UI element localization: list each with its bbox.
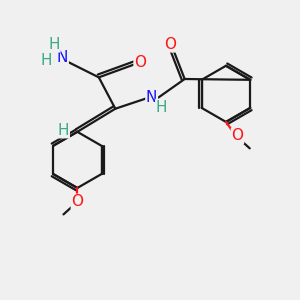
Text: N: N bbox=[146, 90, 157, 105]
Text: H: H bbox=[40, 53, 52, 68]
Text: N: N bbox=[57, 50, 68, 65]
Text: O: O bbox=[164, 37, 176, 52]
Text: H: H bbox=[58, 123, 69, 138]
Text: O: O bbox=[232, 128, 244, 143]
Text: O: O bbox=[134, 55, 146, 70]
Text: H: H bbox=[156, 100, 167, 115]
Text: H: H bbox=[49, 37, 60, 52]
Text: O: O bbox=[71, 194, 83, 209]
